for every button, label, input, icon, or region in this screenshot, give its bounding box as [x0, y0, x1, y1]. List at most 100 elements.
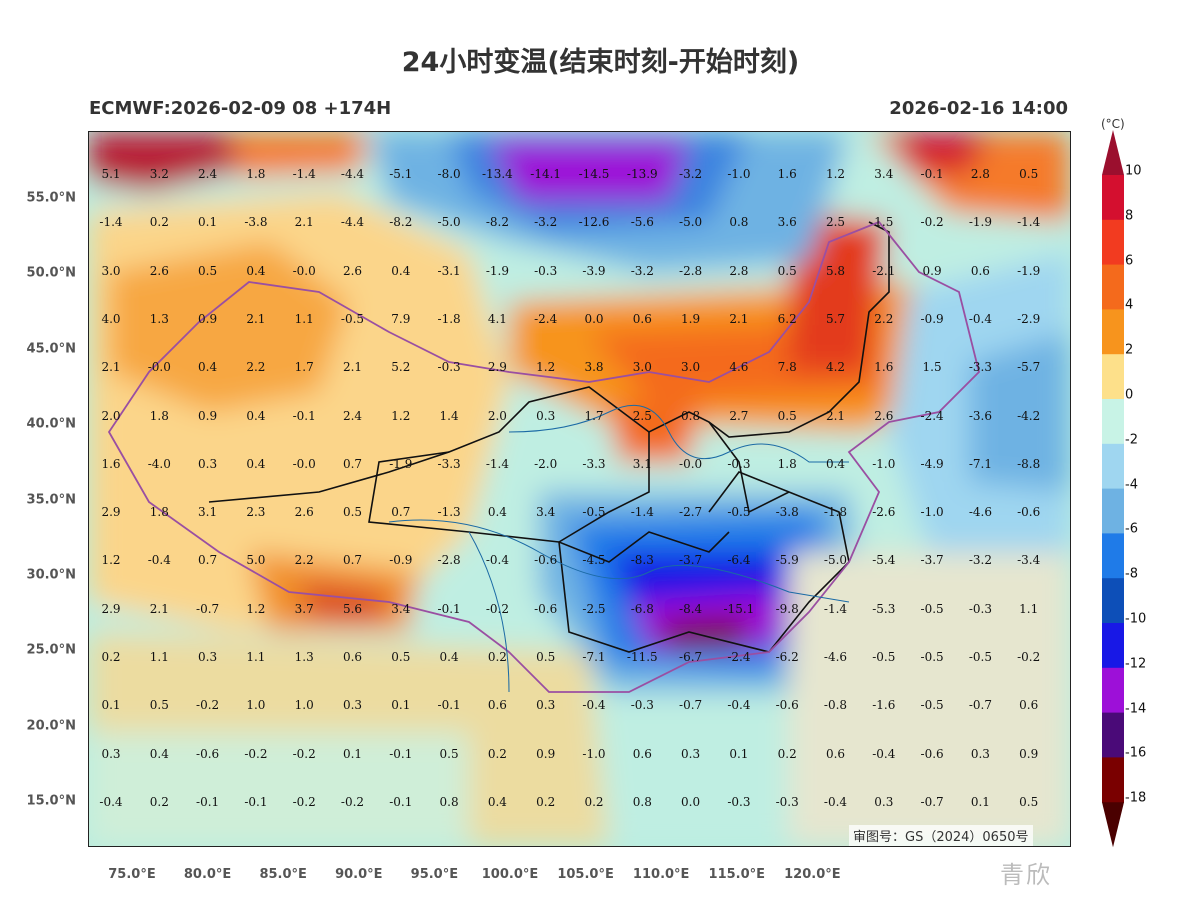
grid-value: 3.1 [198, 505, 218, 520]
grid-value: -1.6 [872, 698, 896, 713]
grid-value: 0.2 [777, 746, 797, 761]
grid-value: 2.2 [874, 311, 894, 326]
grid-value: -1.0 [582, 746, 606, 761]
grid-value: 0.7 [342, 553, 363, 568]
grid-value: -6.7 [679, 650, 703, 664]
grid-value: -8.8 [1017, 456, 1041, 471]
latitude-label: 50.0°N [26, 265, 76, 281]
grid-value: 0.8 [729, 215, 749, 230]
grid-value: -0.1 [244, 794, 268, 809]
grid-value: -1.9 [389, 456, 413, 471]
grid-value: 0.3 [874, 794, 894, 809]
grid-value: 0.4 [825, 456, 846, 471]
grid-value: 1.6 [101, 456, 121, 471]
grid-value: -5.3 [872, 601, 896, 616]
grid-value: -0.5 [872, 650, 896, 664]
grid-value: -0.3 [775, 794, 799, 809]
rivers [388, 404, 850, 693]
grid-value: 1.6 [874, 360, 894, 375]
grid-value: -0.5 [920, 650, 944, 664]
grid-value: 7.9 [391, 311, 411, 326]
grid-value: -4.2 [1017, 408, 1041, 423]
grid-value: -13.9 [626, 167, 658, 181]
grid-value: 2.6 [342, 263, 363, 278]
province-boundaries [208, 221, 890, 653]
grid-value: 0.1 [970, 794, 990, 809]
grid-value: 2.1 [294, 215, 314, 230]
colorbar-label: 8 [1125, 208, 1134, 224]
grid-value: 0.2 [487, 746, 507, 761]
longitude-label: 75.0°E [108, 867, 156, 882]
grid-value: -0.2 [485, 601, 509, 616]
colorbar-label: 10 [1125, 163, 1142, 179]
colorbar-segment [1102, 667, 1124, 714]
grid-value: 2.4 [342, 408, 363, 423]
grid-value: -14.5 [578, 167, 610, 181]
grid-value: 0.2 [536, 794, 556, 809]
grid-value: 0.2 [101, 650, 121, 664]
grid-value: 0.4 [246, 263, 266, 278]
grid-value: 0.2 [487, 650, 507, 664]
grid-value: 0.9 [922, 263, 942, 278]
grid-value: -0.1 [292, 408, 316, 423]
grid-value: -2.8 [679, 263, 703, 278]
grid-value: 1.2 [536, 360, 556, 375]
grid-value: 3.0 [632, 360, 652, 375]
grid-value: -0.5 [920, 698, 944, 713]
longitude-label: 120.0°E [784, 867, 841, 882]
grid-value: 0.3 [198, 650, 218, 664]
grid-value: -11.5 [626, 650, 658, 664]
grid-value: -4.5 [582, 553, 606, 568]
grid-value: 2.1 [825, 408, 846, 423]
grid-value: 0.4 [391, 263, 411, 278]
grid-value: -1.4 [1017, 215, 1041, 230]
colorbar-label: 4 [1125, 297, 1134, 313]
grid-value: 3.4 [391, 601, 411, 616]
grid-value: -0.2 [292, 746, 316, 761]
latitude-label: 30.0°N [26, 567, 76, 583]
colorbar-label: -6 [1125, 521, 1138, 537]
grid-value: -2.0 [534, 456, 558, 471]
grid-value: -5.7 [1017, 360, 1041, 375]
grid-value: 0.9 [1019, 746, 1039, 761]
colorbar-segment [1102, 354, 1124, 400]
grid-value: -0.3 [534, 263, 558, 278]
grid-value: 2.1 [101, 360, 121, 375]
grid-value: 1.7 [584, 408, 604, 423]
grid-value: -0.5 [968, 650, 992, 664]
grid-value: -0.4 [872, 746, 896, 761]
grid-value: -0.6 [534, 553, 558, 568]
grid-value: 0.8 [681, 408, 701, 423]
grid-value: 2.9 [101, 505, 121, 520]
grid-value: -3.3 [968, 360, 992, 375]
grid-value: 1.4 [439, 408, 459, 423]
grid-value: -1.9 [485, 263, 509, 278]
grid-value: -14.1 [530, 167, 562, 181]
grid-value: -8.0 [437, 167, 461, 181]
grid-value: 0.3 [342, 698, 363, 713]
grid-value: 3.2 [149, 167, 169, 181]
grid-value: -3.3 [582, 456, 606, 471]
grid-value: -0.4 [823, 794, 848, 809]
grid-value: -0.1 [920, 167, 944, 181]
colorbar-segment [1102, 175, 1124, 221]
grid-value: 1.8 [149, 505, 169, 520]
grid-value: -1.0 [920, 505, 944, 520]
grid-value: -3.6 [968, 408, 992, 423]
grid-value: -0.2 [244, 746, 268, 761]
grid-value: 2.2 [246, 360, 266, 375]
grid-value: 1.8 [149, 408, 169, 423]
grid-value: -0.5 [920, 601, 944, 616]
colorbar-segment [1102, 533, 1124, 579]
colorbar-label: 6 [1125, 253, 1134, 269]
grid-value: -2.8 [437, 553, 461, 568]
grid-value: 0.5 [1019, 794, 1039, 809]
grid-value: 5.6 [342, 601, 363, 616]
longitude-label: 110.0°E [632, 867, 690, 882]
grid-value: -5.9 [775, 553, 799, 568]
grid-value: 0.1 [729, 746, 749, 761]
colorbar-segment [1102, 712, 1124, 758]
grid-value: 2.4 [198, 167, 218, 181]
grid-value: 0.9 [198, 311, 218, 326]
grid-value: -0.1 [389, 794, 413, 809]
